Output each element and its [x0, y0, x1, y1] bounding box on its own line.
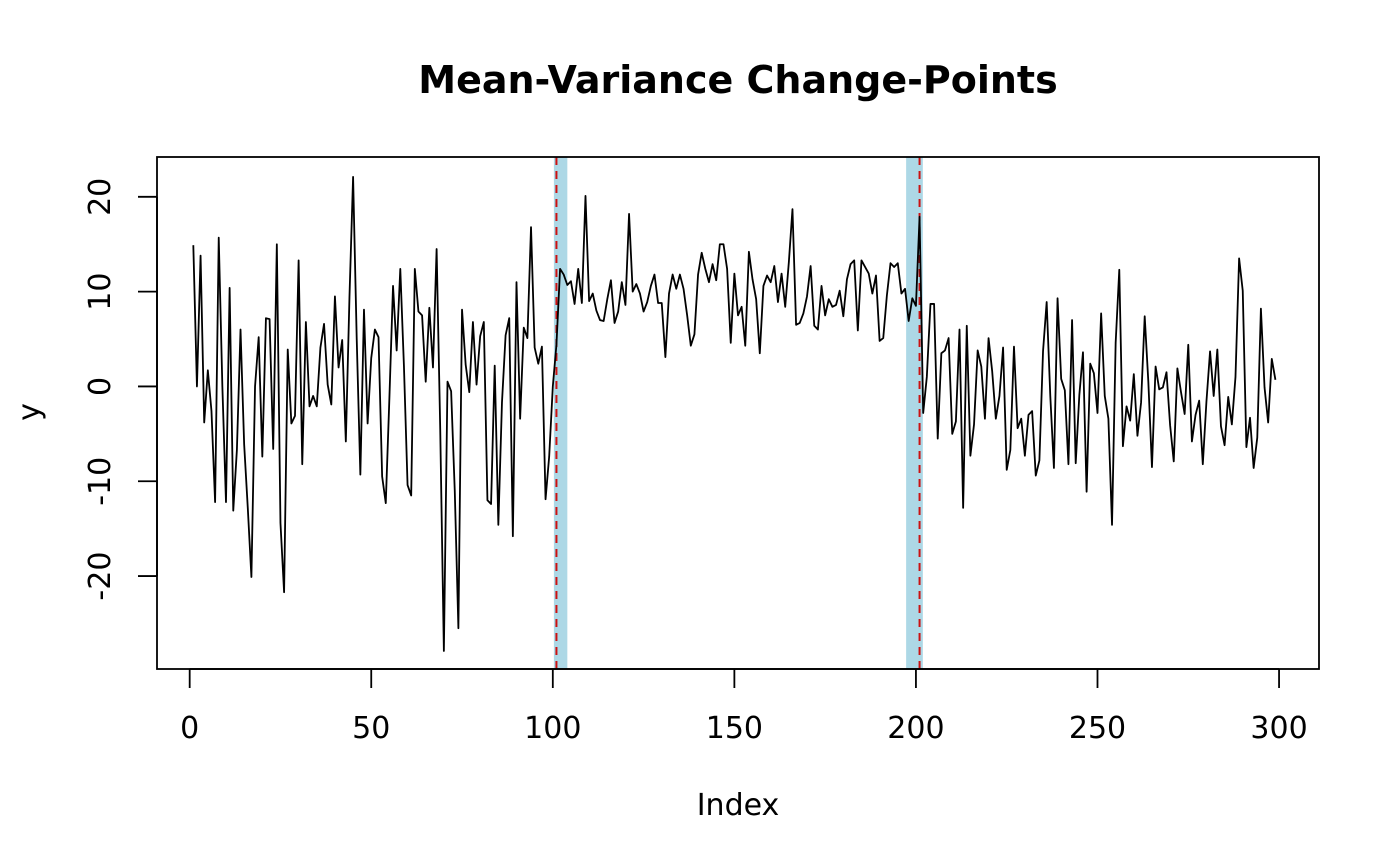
- y-tick-label: 20: [83, 178, 118, 216]
- highlight-bands: [553, 157, 923, 669]
- series-line-1: [192, 176, 1277, 652]
- y-tick-label: 10: [83, 273, 118, 311]
- changepoint-lines: [555, 157, 921, 669]
- x-axis-label: Index: [697, 788, 780, 823]
- x-tick-label: 150: [706, 711, 763, 746]
- data-series: [192, 176, 1277, 652]
- plot-frame: [156, 156, 1320, 670]
- y-axis-label: y: [12, 403, 47, 421]
- y-tick-label: 0: [83, 377, 118, 396]
- x-tick-label: 0: [180, 711, 199, 746]
- y-tick-label: -20: [83, 552, 118, 601]
- x-tick-label: 250: [1069, 711, 1126, 746]
- chart-title: Mean-Variance Change-Points: [418, 58, 1057, 102]
- y-tick-label: -10: [83, 457, 118, 506]
- x-axis: 0 50 100 150 200 250 300: [180, 668, 1308, 746]
- x-tick-label: 200: [887, 711, 944, 746]
- x-tick-label: 100: [524, 711, 581, 746]
- x-tick-label: 50: [352, 711, 390, 746]
- y-axis: -20 -10 0 10 20: [83, 178, 158, 601]
- x-tick-label: 300: [1250, 711, 1307, 746]
